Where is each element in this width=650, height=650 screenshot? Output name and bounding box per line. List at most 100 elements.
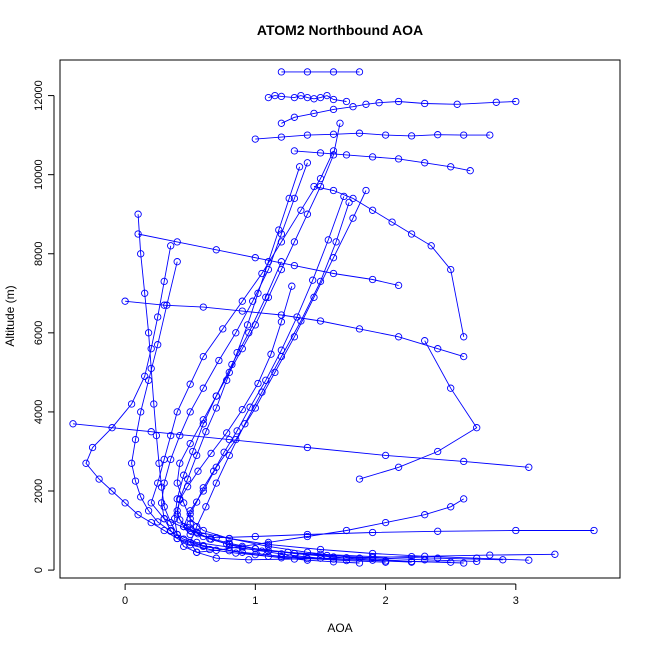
data-point (329, 558, 338, 566)
data-point (355, 129, 364, 137)
y-tick-label: 10000 (33, 159, 45, 190)
series-20 (121, 297, 468, 361)
series-line (176, 286, 321, 559)
data-point (225, 435, 233, 444)
data-point (316, 149, 325, 157)
x-tick-label: 3 (513, 595, 519, 607)
data-point (394, 333, 403, 341)
data-point (167, 455, 175, 464)
data-point (206, 545, 214, 554)
data-point (207, 535, 215, 543)
data-point (277, 311, 286, 319)
data-point (349, 214, 357, 222)
data-point (316, 545, 325, 554)
data-point (160, 503, 168, 511)
data-point (297, 91, 305, 100)
data-point (180, 542, 188, 551)
data-point (323, 91, 331, 100)
data-point (251, 532, 259, 541)
data-point (447, 384, 455, 392)
data-point (121, 499, 129, 507)
data-point (194, 530, 202, 538)
data-point (264, 265, 273, 274)
series-line (189, 202, 555, 561)
data-point (264, 538, 273, 547)
data-point (207, 449, 215, 458)
data-point (238, 297, 246, 305)
data-point (202, 503, 210, 511)
data-point (316, 554, 325, 562)
data-point (329, 130, 338, 138)
data-point (173, 238, 181, 246)
data-point (170, 515, 179, 523)
series-line (268, 95, 347, 102)
data-point (295, 163, 304, 171)
data-point (297, 552, 305, 560)
data-point (407, 230, 416, 238)
data-point (277, 68, 286, 76)
data-point (329, 186, 338, 195)
data-point (232, 549, 240, 557)
data-point (223, 429, 231, 437)
data-point (134, 511, 142, 519)
data-point (332, 238, 340, 246)
data-point (355, 559, 364, 567)
data-point (160, 277, 168, 286)
x-tick-label: 0 (122, 595, 128, 607)
data-point (173, 507, 181, 515)
data-point (176, 496, 184, 504)
data-point (434, 554, 442, 562)
data-point (303, 68, 312, 76)
data-point (362, 186, 370, 195)
data-point (183, 523, 192, 532)
y-tick-label: 4000 (33, 400, 45, 424)
data-point (368, 206, 377, 214)
data-point (173, 258, 181, 266)
data-point (173, 408, 181, 416)
series-line (313, 186, 465, 337)
data-point (460, 495, 468, 503)
data-point (82, 459, 90, 467)
data-point (466, 167, 474, 175)
data-point (121, 297, 129, 305)
data-point (590, 526, 598, 535)
data-point (421, 337, 429, 345)
series-line (150, 150, 529, 561)
data-point (460, 352, 468, 361)
data-point (525, 463, 533, 471)
data-point (297, 206, 305, 214)
y-axis-label: Altitude (m) (3, 285, 17, 346)
data-point (134, 230, 142, 238)
data-point (362, 100, 370, 108)
data-point (245, 329, 253, 337)
data-point (233, 348, 241, 357)
series-line (255, 132, 490, 140)
data-point (212, 246, 220, 254)
data-point (486, 551, 494, 559)
data-point (336, 119, 344, 127)
data-point (167, 431, 175, 440)
data-point (194, 467, 202, 475)
data-point (460, 131, 468, 139)
series-6 (173, 163, 416, 566)
data-point (243, 321, 252, 329)
y-axis: 0 2000 4000 6000 8000 10000 12000 (33, 80, 55, 573)
data-point (345, 198, 353, 207)
data-point (241, 420, 249, 428)
data-point (264, 93, 273, 102)
data-point (147, 345, 155, 353)
data-point (199, 352, 207, 361)
data-point (375, 99, 383, 107)
data-point (355, 475, 364, 483)
data-point (275, 226, 283, 234)
data-point (220, 448, 228, 456)
data-point (368, 275, 377, 284)
data-point (303, 443, 312, 452)
data-point (144, 507, 153, 515)
data-point (309, 276, 317, 284)
data-point (277, 550, 286, 558)
data-point (290, 93, 299, 102)
data-point (290, 113, 299, 121)
data-point (277, 258, 286, 266)
data-point (147, 499, 155, 507)
